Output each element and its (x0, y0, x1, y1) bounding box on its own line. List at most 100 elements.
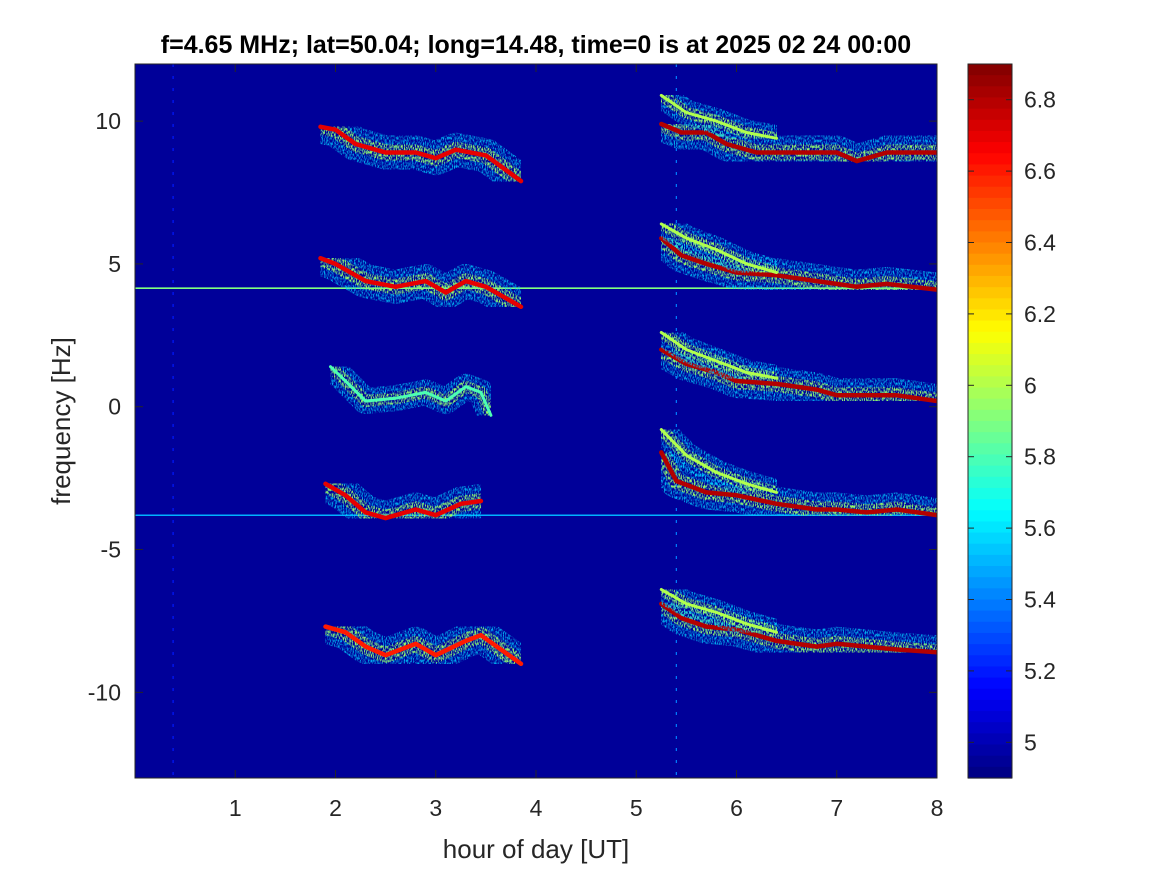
colorbar-segment (968, 153, 1012, 166)
colorbar-segment (968, 320, 1012, 333)
colorbar-segment (968, 354, 1012, 366)
trace-core-13 (659, 428, 779, 494)
colorbar-segment (968, 175, 1012, 188)
colorbar-segment (968, 376, 1012, 389)
colorbar-segment (968, 465, 1012, 478)
y-axis-label: frequency [Hz] (46, 337, 76, 505)
trace-core-10 (659, 93, 779, 140)
colorbar-segment (968, 521, 1012, 534)
colorbar-segment (968, 699, 1012, 712)
colorbar-segment (968, 287, 1012, 299)
colorbar-segment (968, 331, 1012, 344)
colorbar-segment (968, 164, 1012, 177)
x-axis: 1 2 3 4 5 6 7 8 (229, 64, 944, 821)
colorbar-segment (968, 532, 1012, 545)
colorbar-segment (968, 755, 1012, 768)
colorbar-tick-label: 5 (1024, 729, 1037, 755)
colorbar-segment (968, 677, 1012, 690)
colorbar-tick-label: 5.2 (1024, 658, 1056, 684)
colorbar-segment (968, 365, 1012, 377)
y-tick-label: 10 (95, 108, 121, 134)
colorbar-segment (968, 209, 1012, 221)
x-axis-label: hour of day [UT] (443, 834, 629, 864)
colorbar-segment (968, 499, 1012, 511)
colorbar-segment (968, 421, 1012, 433)
colorbar-segment (968, 454, 1012, 467)
x-tick-label: 5 (630, 795, 643, 821)
x-tick-label: 3 (429, 795, 442, 821)
colorbar-segment (968, 253, 1012, 266)
colorbar-frame (967, 63, 1013, 779)
trace-core-6 (659, 235, 937, 292)
colorbar-gradient (968, 64, 1012, 779)
colorbar-segment (968, 142, 1012, 154)
trace-core-8 (659, 450, 937, 518)
colorbar-segment (968, 309, 1012, 322)
x-tick-label: 4 (530, 795, 543, 821)
trace-core-5 (659, 121, 937, 164)
colorbar-segment (968, 476, 1012, 489)
colorbar-segment (968, 644, 1012, 656)
colorbar-segment (968, 543, 1012, 556)
colorbar-segment (968, 487, 1012, 500)
y-tick-label: -5 (101, 537, 121, 563)
colorbar-tick-label: 5.6 (1024, 515, 1056, 541)
colorbar-segment (968, 197, 1012, 210)
colorbar-segment (968, 610, 1012, 623)
colorbar-segment (968, 688, 1012, 701)
trace-core-2 (329, 365, 493, 417)
colorbar-segment (968, 275, 1012, 288)
chart-title: f=4.65 MHz; lat=50.04; long=14.48, time=… (161, 31, 911, 59)
y-tick-label: 0 (108, 394, 121, 420)
trace-core-9 (659, 601, 937, 655)
colorbar-tick-label: 6 (1024, 372, 1037, 398)
heatmap-marks (135, 64, 937, 778)
x-tick-label: 7 (830, 795, 843, 821)
colorbar-segment (968, 722, 1012, 734)
colorbar-segment (968, 220, 1012, 232)
colorbar-segment (968, 242, 1012, 255)
colorbar-segment (968, 510, 1012, 523)
colorbar-segment (968, 130, 1012, 143)
trace-core-3 (323, 481, 484, 521)
colorbar-segment (968, 108, 1012, 121)
x-tick-label: 2 (329, 795, 342, 821)
colorbar-segment (968, 86, 1012, 99)
colorbar-segment (968, 298, 1012, 311)
colorbar-segment (968, 588, 1012, 601)
colorbar-segment (968, 64, 1012, 76)
colorbar-segment (968, 443, 1012, 456)
colorbar-tick-label: 5.8 (1024, 444, 1056, 470)
y-tick-label: 5 (108, 251, 121, 277)
colorbar-segment (968, 97, 1012, 110)
colorbar-segment (968, 632, 1012, 645)
colorbar-segment (968, 655, 1012, 668)
trace-core-1 (318, 255, 524, 310)
colorbar-segment (968, 119, 1012, 132)
colorbar-ticks: 5 5.2 5.4 5.6 5.8 6 6.2 6.4 6.6 6.8 (968, 87, 1056, 755)
colorbar-segment (968, 231, 1012, 244)
colorbar-segment (968, 398, 1012, 411)
trace-core-11 (659, 222, 779, 274)
colorbar-segment (968, 599, 1012, 612)
colorbar-segment (968, 711, 1012, 723)
colorbar-tick-label: 5.4 (1024, 587, 1056, 613)
trace-core-0 (318, 124, 524, 184)
trace-core-4 (323, 624, 524, 667)
colorbar-segment (968, 744, 1012, 757)
colorbar-segment (968, 566, 1012, 578)
y-tick-label: -10 (88, 679, 121, 705)
colorbar-segment (968, 387, 1012, 400)
x-tick-label: 6 (730, 795, 743, 821)
trace-core-12 (659, 331, 779, 380)
colorbar-segment (968, 342, 1012, 355)
colorbar-segment (968, 186, 1012, 199)
colorbar-segment (968, 666, 1012, 679)
x-tick-label: 8 (931, 795, 944, 821)
colorbar-segment (968, 766, 1012, 779)
colorbar-segment (968, 75, 1012, 87)
trace-core-14 (659, 588, 779, 634)
colorbar-segment (968, 621, 1012, 634)
colorbar-tick-label: 6.8 (1024, 87, 1056, 113)
